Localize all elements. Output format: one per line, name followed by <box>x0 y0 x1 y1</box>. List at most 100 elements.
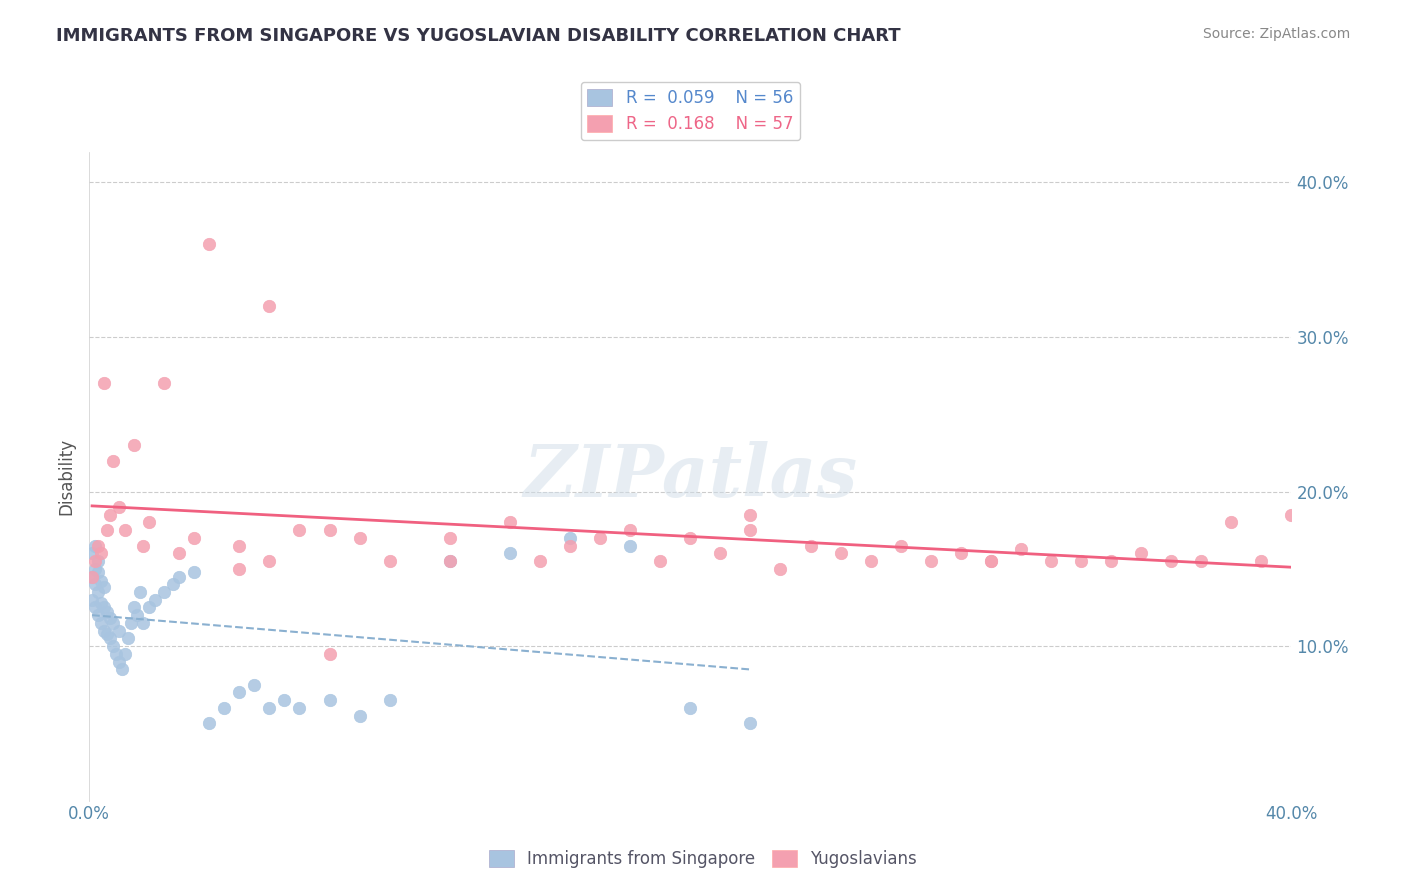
Point <box>679 531 702 545</box>
Point <box>84 600 107 615</box>
Point <box>105 647 128 661</box>
Point <box>183 531 205 545</box>
Point <box>740 508 762 522</box>
Point <box>98 508 121 522</box>
Point <box>709 546 731 560</box>
Point <box>499 546 522 560</box>
Point <box>80 546 103 560</box>
Point <box>288 523 311 537</box>
Point <box>318 523 340 537</box>
Point <box>769 562 792 576</box>
Point <box>1039 554 1062 568</box>
Point <box>87 608 110 623</box>
Point <box>93 600 115 615</box>
Point <box>499 516 522 530</box>
Point <box>93 580 115 594</box>
Point <box>558 531 581 545</box>
Point <box>93 376 115 391</box>
Point <box>228 562 250 576</box>
Legend: R =  0.059    N = 56, R =  0.168    N = 57: R = 0.059 N = 56, R = 0.168 N = 57 <box>581 82 800 140</box>
Point <box>529 554 551 568</box>
Point <box>143 592 166 607</box>
Point <box>259 701 281 715</box>
Point <box>378 693 401 707</box>
Text: IMMIGRANTS FROM SINGAPORE VS YUGOSLAVIAN DISABILITY CORRELATION CHART: IMMIGRANTS FROM SINGAPORE VS YUGOSLAVIAN… <box>56 27 901 45</box>
Point <box>558 539 581 553</box>
Point <box>183 565 205 579</box>
Point <box>90 596 112 610</box>
Point <box>349 708 371 723</box>
Point <box>129 585 152 599</box>
Point <box>122 438 145 452</box>
Point <box>167 569 190 583</box>
Point <box>439 554 461 568</box>
Point <box>87 539 110 553</box>
Point <box>1189 554 1212 568</box>
Point <box>90 546 112 560</box>
Point <box>90 615 112 630</box>
Point <box>153 585 176 599</box>
Point <box>949 546 972 560</box>
Point <box>122 600 145 615</box>
Point <box>84 562 107 576</box>
Legend: Immigrants from Singapore, Yugoslavians: Immigrants from Singapore, Yugoslavians <box>482 843 924 875</box>
Point <box>1130 546 1153 560</box>
Point <box>214 701 236 715</box>
Point <box>84 577 107 591</box>
Point <box>98 611 121 625</box>
Point <box>228 539 250 553</box>
Point <box>439 531 461 545</box>
Point <box>108 624 131 638</box>
Point <box>114 647 136 661</box>
Point <box>830 546 852 560</box>
Point <box>1250 554 1272 568</box>
Point <box>84 539 107 553</box>
Y-axis label: Disability: Disability <box>58 437 75 515</box>
Point <box>132 615 155 630</box>
Point <box>80 569 103 583</box>
Point <box>198 716 221 731</box>
Point <box>439 554 461 568</box>
Point <box>259 299 281 313</box>
Point <box>1010 541 1032 556</box>
Point <box>138 516 160 530</box>
Point <box>96 605 118 619</box>
Point <box>318 647 340 661</box>
Point <box>108 655 131 669</box>
Point <box>619 523 641 537</box>
Point <box>920 554 942 568</box>
Point <box>84 554 107 568</box>
Point <box>1281 508 1303 522</box>
Point <box>167 546 190 560</box>
Point <box>1099 554 1122 568</box>
Point <box>96 523 118 537</box>
Point <box>859 554 882 568</box>
Point <box>378 554 401 568</box>
Point <box>80 569 103 583</box>
Point <box>650 554 672 568</box>
Point <box>87 565 110 579</box>
Point <box>114 523 136 537</box>
Point <box>288 701 311 715</box>
Point <box>198 237 221 252</box>
Point <box>138 600 160 615</box>
Point <box>90 574 112 589</box>
Point <box>1160 554 1182 568</box>
Point <box>890 539 912 553</box>
Point <box>111 662 134 676</box>
Point <box>318 693 340 707</box>
Point <box>980 554 1002 568</box>
Point <box>101 615 124 630</box>
Point <box>101 453 124 467</box>
Point <box>259 554 281 568</box>
Point <box>349 531 371 545</box>
Point <box>740 523 762 537</box>
Point <box>93 624 115 638</box>
Point <box>679 701 702 715</box>
Point <box>1070 554 1092 568</box>
Point <box>108 500 131 514</box>
Point <box>132 539 155 553</box>
Point <box>153 376 176 391</box>
Point <box>87 554 110 568</box>
Point <box>740 716 762 731</box>
